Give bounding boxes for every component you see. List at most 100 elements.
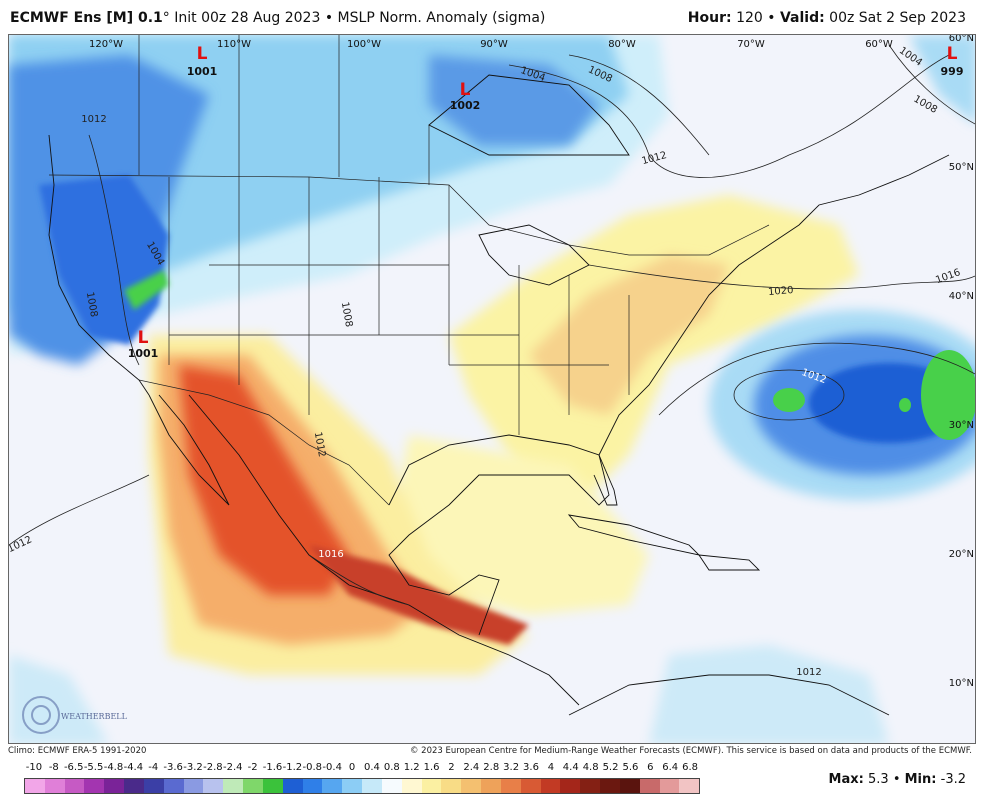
climo-note: Climo: ECMWF ERA-5 1991-2020 [8, 746, 147, 756]
color-scale-swatch [104, 779, 125, 793]
color-scale-label: -8 [48, 762, 59, 773]
color-scale-label: 4 [547, 762, 555, 773]
isobar-label: 1008 [339, 301, 354, 328]
model-name: ECMWF Ens [M] 0.1 [10, 10, 163, 26]
latitude-labels: 60°N 50°N 40°N 30°N 20°N 10°N [949, 35, 974, 689]
color-scale-swatch [25, 779, 45, 793]
isobar-label: 1012 [9, 534, 34, 555]
color-scale-label: -6.5 [63, 762, 84, 773]
low-symbol: L [138, 328, 149, 348]
max-value: 5.3 [867, 772, 889, 787]
color-scale-label: 4.8 [582, 762, 599, 773]
forecast-map: 120°W 110°W 100°W 90°W 80°W 70°W 60°W 60… [8, 34, 976, 744]
color-scale-label: -3.6 [163, 762, 183, 773]
color-scale-label: 4.4 [562, 762, 579, 773]
us-canada-border [48, 174, 770, 256]
color-scale-swatch [163, 779, 184, 793]
color-scale-swatch [481, 779, 501, 793]
positive-anomaly-mexico-core [179, 365, 349, 595]
color-scale-swatch [600, 779, 620, 793]
low-symbol: L [460, 80, 471, 100]
low-value: 1001 [187, 65, 218, 78]
color-scale-swatch [441, 779, 462, 793]
color-scale-label: 6.4 [662, 762, 679, 773]
isobar [888, 44, 975, 125]
color-scale-label: 0.4 [363, 762, 380, 773]
color-scale-swatch [124, 779, 144, 793]
us-east-coast [598, 154, 950, 456]
longitude-labels: 120°W 110°W 100°W 90°W 80°W 70°W 60°W [89, 39, 893, 50]
isobars [9, 44, 975, 606]
extreme-negative-atlantic-1 [773, 388, 805, 412]
color-scale-label: -5.5 [83, 762, 104, 773]
weatherbell-logo: WEATHERBELL [22, 696, 128, 734]
isobar [308, 554, 410, 606]
color-scale-label: 0.8 [383, 762, 400, 773]
isobar-label: 1008 [84, 291, 99, 318]
color-scale-swatch [322, 779, 343, 793]
extreme-negative-atlantic-3 [899, 398, 911, 412]
max-min-stats: Max: 5.3 • Min: -3.2 [829, 772, 966, 787]
logo-swirl-icon [22, 696, 60, 734]
color-scale-label: -10 [25, 762, 43, 773]
florida [593, 454, 618, 506]
lon-label: 100°W [347, 39, 381, 50]
hour-label: Hour: [687, 10, 732, 26]
isobar [733, 369, 845, 421]
extreme-negative-atlantic-2 [921, 350, 975, 440]
separator: • [767, 10, 776, 26]
hour-value: 120 [736, 10, 763, 26]
lon-label: 120°W [89, 39, 123, 50]
color-scale-label: -0.8 [302, 762, 323, 773]
lon-label: 80°W [608, 39, 636, 50]
negative-anomaly-hudson [429, 55, 599, 145]
color-scale-swatch [302, 779, 323, 793]
field-name: MSLP Norm. Anomaly (sigma) [337, 10, 546, 26]
isobar [568, 54, 710, 156]
gulf-coast [388, 434, 610, 636]
positive-anomaly-central-america [309, 545, 529, 645]
color-scale-label: 1.6 [423, 762, 440, 773]
init-time: Init 00z 28 Aug 2023 [174, 10, 321, 26]
color-scale-label: -3.2 [183, 762, 203, 773]
color-scale-label: -4.4 [123, 762, 144, 773]
color-scale-label: 3.2 [503, 762, 520, 773]
low-pressure-centers: L 1001 L 1002 L 1001 L 999 [128, 44, 964, 360]
color-scale-label: 5.2 [602, 762, 619, 773]
lat-label: 20°N [949, 549, 974, 560]
color-scale-swatches [24, 778, 700, 794]
low-symbol: L [197, 44, 208, 64]
logo-swirl-inner-icon [31, 705, 51, 725]
color-scale-label: -2 [247, 762, 258, 773]
map-title: ECMWF Ens [M] 0.1° Init 00z 28 Aug 2023 … [10, 10, 545, 26]
color-scale-swatch [282, 779, 303, 793]
lon-label: 110°W [217, 39, 251, 50]
color-scale-label: 2.8 [483, 762, 500, 773]
color-scale-swatch [401, 779, 422, 793]
color-scale-label: -0.4 [322, 762, 342, 773]
low-value: 999 [941, 65, 964, 78]
hudson-bay [428, 74, 630, 156]
color-scale-swatch [580, 779, 601, 793]
color-scale-swatch [243, 779, 263, 793]
color-scale-label: 2.4 [463, 762, 480, 773]
isobar [658, 342, 975, 416]
lat-label: 60°N [949, 35, 974, 44]
lat-label: 50°N [949, 162, 974, 173]
isobar-label: 1016 [934, 267, 962, 286]
lat-label: 40°N [949, 291, 974, 302]
copyright-note: © 2023 European Centre for Medium-Range … [409, 746, 972, 756]
isobar [508, 54, 950, 178]
color-scale-label: 5.6 [622, 762, 639, 773]
color-scale-label: -2.8 [203, 762, 223, 773]
isobar [9, 474, 150, 546]
negative-anomaly-northeast [909, 35, 975, 124]
anomaly-field [9, 35, 975, 743]
lon-label: 70°W [737, 39, 765, 50]
low-value: 1001 [128, 347, 159, 360]
lon-label: 90°W [480, 39, 508, 50]
color-scale-swatch [679, 779, 700, 793]
positive-anomaly-east [449, 195, 859, 515]
isobar-label: 1012 [312, 431, 327, 458]
positive-anomaly-gulf [389, 435, 649, 615]
